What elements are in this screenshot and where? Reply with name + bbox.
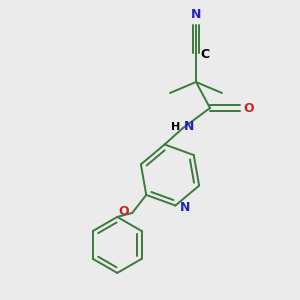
Text: H: H [171, 122, 180, 132]
Text: N: N [191, 8, 201, 21]
Text: N: N [179, 201, 190, 214]
Text: C: C [200, 49, 209, 62]
Text: O: O [243, 101, 254, 115]
Text: N: N [184, 119, 194, 133]
Text: O: O [118, 206, 129, 218]
